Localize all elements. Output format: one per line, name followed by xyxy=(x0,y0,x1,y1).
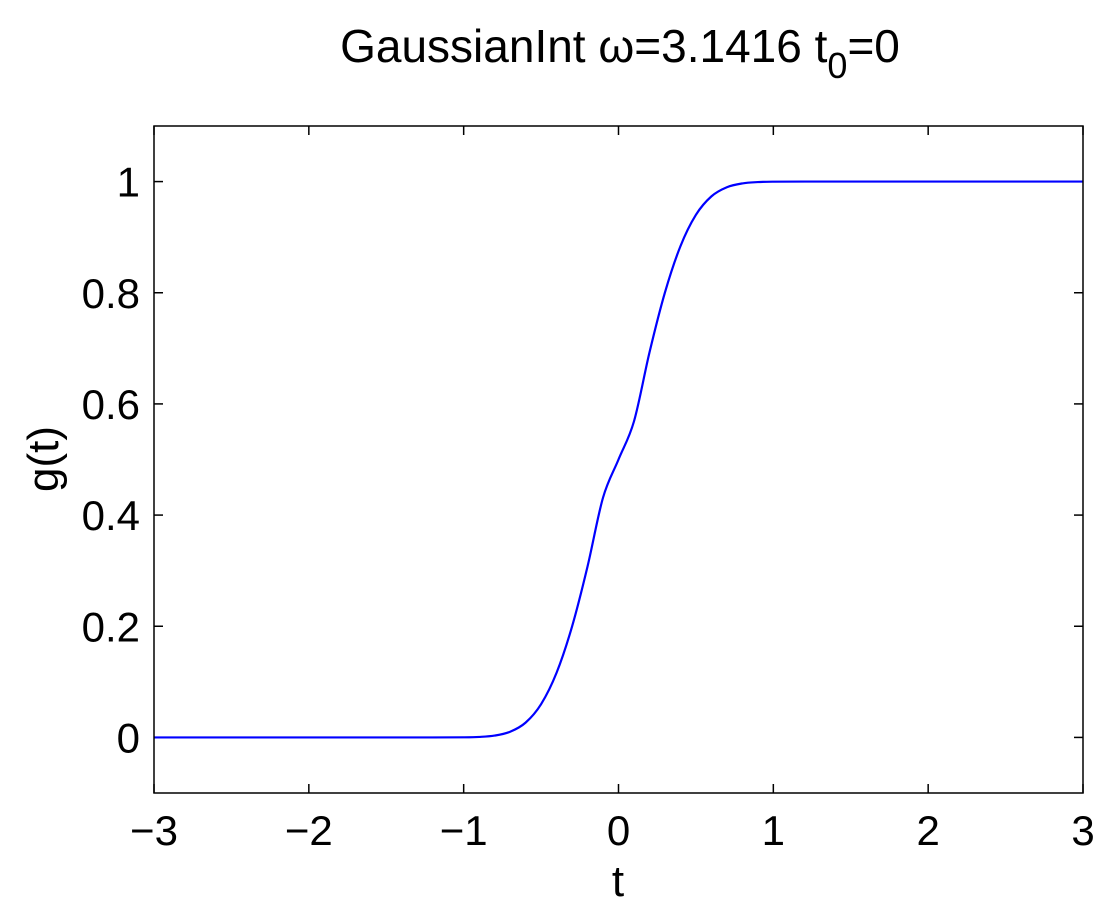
y-tick-label: 0.4 xyxy=(82,492,140,539)
x-tick-label: 0 xyxy=(607,807,630,854)
y-tick-label: 0.2 xyxy=(82,603,140,650)
x-tick-label: 1 xyxy=(762,807,785,854)
y-axis-label: g(t) xyxy=(19,426,68,492)
y-tick-label: 1 xyxy=(117,159,140,206)
plot-frame xyxy=(153,125,1084,794)
chart-title-subscript: 0 xyxy=(827,45,847,86)
x-tick-label: 3 xyxy=(1071,807,1094,854)
chart-title-suffix: =0 xyxy=(847,20,899,72)
y-tick-label: 0.6 xyxy=(82,381,140,428)
chart-title: GaussianInt ω=3.1416 t0=0 xyxy=(340,20,900,86)
x-tick-label: 2 xyxy=(916,807,939,854)
x-tick-label: −1 xyxy=(440,807,488,854)
series-line-g-of-t xyxy=(153,180,1083,739)
x-tick-label: −3 xyxy=(130,807,178,854)
x-axis-label: t xyxy=(612,857,624,906)
y-tick-label: 0.8 xyxy=(82,270,140,317)
y-axis-ticks: 0 0.2 0.4 0.6 0.8 1 xyxy=(82,159,1083,761)
y-tick-label: 0 xyxy=(117,714,140,761)
x-axis-ticks: −3 −2 −1 0 1 2 3 xyxy=(130,126,1095,854)
chart-title-main: GaussianInt ω=3.1416 t xyxy=(340,20,828,72)
x-tick-label: −2 xyxy=(285,807,333,854)
